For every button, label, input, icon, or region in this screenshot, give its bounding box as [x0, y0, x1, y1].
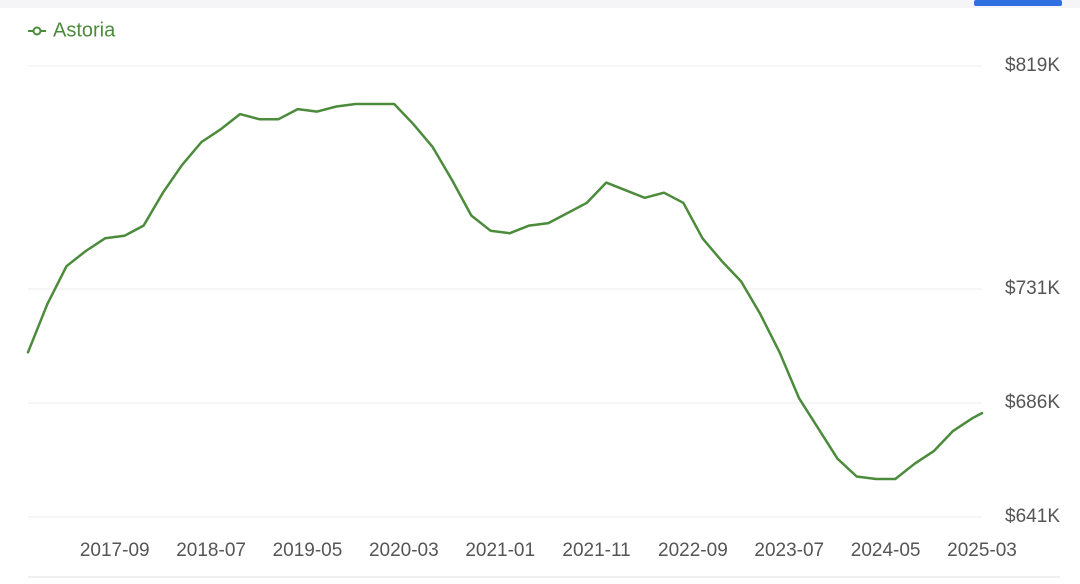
legend-label: Astoria [53, 19, 116, 41]
button-edge[interactable] [974, 0, 1062, 6]
legend-marker [32, 26, 42, 36]
y-tick-label: $731K [1005, 278, 1060, 299]
x-tick-label: 2023-07 [754, 540, 824, 561]
line-series [26, 102, 984, 481]
x-tick-label: 2020-03 [369, 540, 439, 561]
y-tick-label: $686K [1005, 392, 1060, 413]
y-tick-label: $641K [1005, 506, 1060, 527]
x-tick-label: 2025-03 [947, 540, 1017, 561]
x-tick-label: 2021-11 [562, 540, 630, 561]
top-band [0, 0, 1080, 8]
x-tick-label: 2022-09 [658, 540, 728, 561]
y-tick-label: $819K [1005, 55, 1060, 76]
x-tick-label: 2017-09 [80, 540, 150, 561]
x-tick-label: 2021-01 [465, 540, 535, 561]
x-tick-label: 2018-07 [176, 540, 246, 561]
x-tick-label: 2019-05 [273, 540, 343, 561]
x-tick-label: 2024-05 [851, 540, 921, 561]
